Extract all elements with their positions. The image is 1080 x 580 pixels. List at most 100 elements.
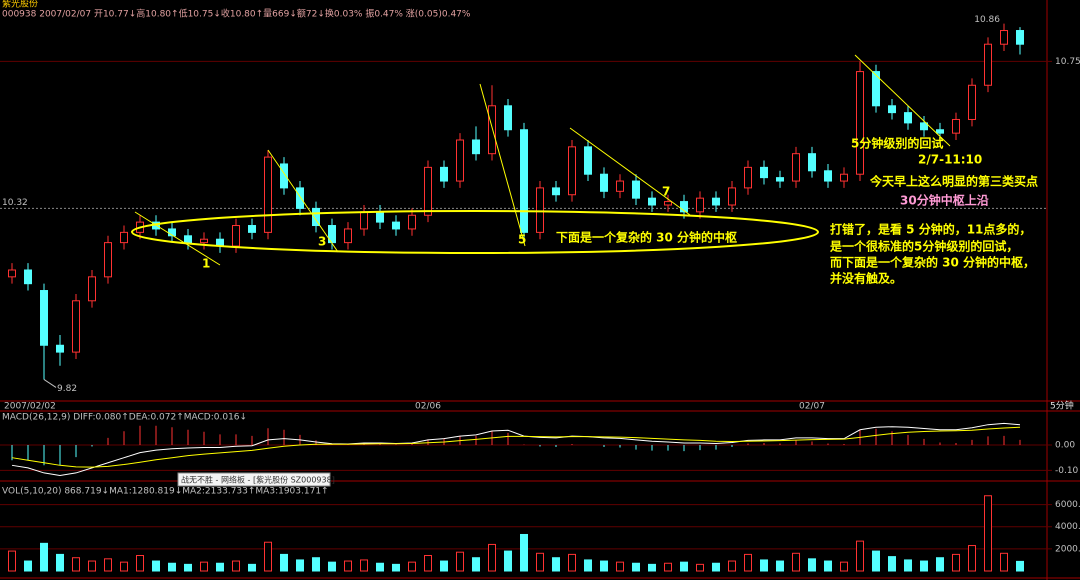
candle-body xyxy=(456,139,464,182)
volume-bar xyxy=(216,562,224,572)
volume-bar xyxy=(56,553,64,572)
candle-body xyxy=(680,201,688,213)
volume-bar xyxy=(232,560,240,572)
volume-bar xyxy=(392,563,400,572)
volume-bar xyxy=(968,545,976,572)
volume-bar xyxy=(584,559,592,572)
note: 5分钟级别的回试 xyxy=(851,136,943,151)
volume-bar xyxy=(200,561,208,572)
volume-bar xyxy=(136,555,144,572)
volume-bar xyxy=(488,543,496,572)
volume-bar xyxy=(808,558,816,572)
candle-body xyxy=(600,173,608,192)
candle-body xyxy=(72,300,80,353)
x-tick-label: 02/06 xyxy=(415,402,441,412)
trend-line xyxy=(854,54,951,147)
min-leader xyxy=(43,379,57,388)
note: 今天早上这么明显的第三类买点 xyxy=(869,174,1038,189)
volume-bar xyxy=(360,559,368,572)
candle-body xyxy=(984,43,992,86)
candle-body xyxy=(616,180,624,192)
volume-bar xyxy=(984,495,992,572)
volume-bar xyxy=(440,560,448,572)
y-tick-label: -0.10 xyxy=(1055,466,1079,476)
trend-line xyxy=(479,83,526,247)
reference-label: 10.32 xyxy=(2,198,28,208)
x-tick-label: 02/07 xyxy=(799,402,825,412)
volume-bar xyxy=(408,561,416,572)
volume-bar xyxy=(72,557,80,572)
candle-body xyxy=(648,197,656,206)
candle-body xyxy=(776,177,784,182)
volume-bar xyxy=(1000,552,1008,572)
candle-body xyxy=(568,146,576,196)
annotation-lines xyxy=(131,54,951,266)
candle-body xyxy=(888,105,896,114)
candle-body xyxy=(440,166,448,182)
wave-label: 7 xyxy=(662,185,670,199)
min-label: 9.82 xyxy=(57,384,77,394)
volume-bar xyxy=(648,563,656,572)
volume-bar xyxy=(8,550,16,572)
volume-bar xyxy=(568,553,576,572)
candle-body xyxy=(904,112,912,124)
candle-body xyxy=(664,201,672,206)
volume-bar xyxy=(920,560,928,572)
wave-label: 1 xyxy=(202,257,210,271)
volume-bar xyxy=(936,557,944,572)
note: 而下面是一个复杂的 30 分钟的中枢， xyxy=(830,255,1035,270)
volume-bar xyxy=(40,542,48,572)
candle-body xyxy=(872,71,880,107)
tooltip-box xyxy=(177,472,331,487)
candle-body xyxy=(1000,30,1008,45)
trend-line xyxy=(134,211,221,266)
volume-bar xyxy=(520,533,528,572)
candle-body xyxy=(504,105,512,131)
note: 是一个很标准的5分钟级别的回试， xyxy=(829,239,1018,254)
note: 打错了，是看 5 分钟的，11点多的， xyxy=(830,222,1031,237)
candle-body xyxy=(728,187,736,206)
candle-body xyxy=(744,166,752,189)
candle-body xyxy=(424,166,432,216)
wave-label: 3 xyxy=(318,235,326,249)
candle-body xyxy=(24,269,32,285)
volume-bar xyxy=(312,557,320,572)
y-tick-label: 10.75 xyxy=(1055,57,1080,67)
note: 并没有触及。 xyxy=(830,271,902,286)
volume-bar xyxy=(664,562,672,572)
candle-body xyxy=(376,211,384,223)
y-tick-label: 2000.00 xyxy=(1055,544,1080,554)
volume-bar xyxy=(536,552,544,572)
candle-body xyxy=(552,187,560,196)
volume-bar xyxy=(728,560,736,572)
volume-bar xyxy=(872,550,880,572)
candle-body xyxy=(792,153,800,182)
candle-body xyxy=(760,166,768,179)
volume-bar xyxy=(472,557,480,572)
candle-body xyxy=(232,225,240,247)
candle-body xyxy=(104,242,112,278)
volume-bar xyxy=(264,541,272,572)
volume-bar xyxy=(328,561,336,572)
volume-bar xyxy=(168,562,176,572)
trend-line xyxy=(267,149,339,253)
note: 2/7-11:10 xyxy=(918,153,982,167)
volume-bar xyxy=(792,552,800,572)
candle-body xyxy=(296,187,304,209)
y-tick-label: 6000.00 xyxy=(1055,500,1080,510)
candle-body xyxy=(200,238,208,244)
chart-subtitle: 000938 2007/02/07 开10.77↓高10.80↑低10.75↓收… xyxy=(2,8,471,20)
candle-body xyxy=(408,214,416,230)
volume-bar xyxy=(840,561,848,572)
volume-bar xyxy=(616,561,624,572)
volume-bar xyxy=(184,563,192,572)
volume-bar xyxy=(24,560,32,572)
volume-bar xyxy=(600,560,608,572)
marks: 10.75 10.32 2007/02/02 02/06 02/07 10.86 9.82 0… xyxy=(0,15,1080,572)
candle-body xyxy=(40,290,48,346)
volume-bar xyxy=(760,559,768,572)
panel-title: MACD(26,12,9) DIFF:0.080↑DEA:0.072↑MACD:… xyxy=(2,413,247,423)
volume-bar xyxy=(856,540,864,572)
volume-bar xyxy=(376,562,384,572)
candle-body xyxy=(584,146,592,175)
